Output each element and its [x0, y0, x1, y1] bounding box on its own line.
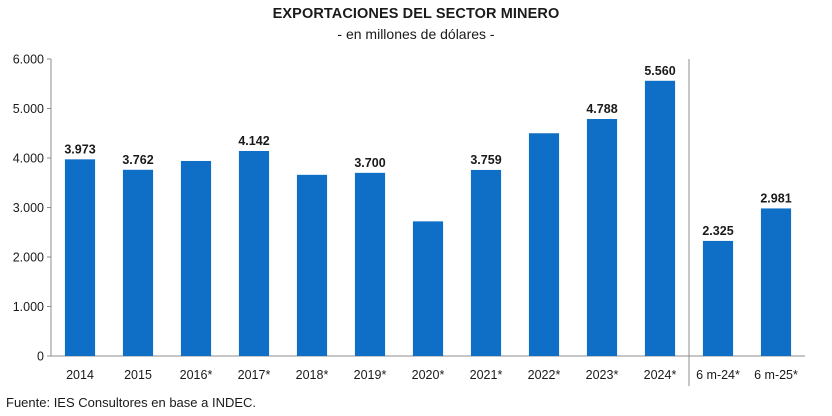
- x-tick-label: 6 m-24*: [696, 368, 740, 382]
- bar: [412, 221, 444, 356]
- bar: [122, 169, 154, 356]
- data-label: 2.325: [702, 224, 733, 238]
- x-tick-label: 2017*: [238, 368, 271, 382]
- bar: [528, 133, 560, 356]
- bar: [354, 172, 386, 356]
- data-label: 3.759: [470, 153, 501, 167]
- chart-subtitle: - en millones de dólares -: [337, 26, 495, 42]
- chart-title: EXPORTACIONES DEL SECTOR MINERO: [272, 6, 560, 22]
- y-tick-label: 5.000: [13, 102, 44, 116]
- data-label: 5.560: [644, 64, 675, 78]
- x-tick-label: 2022*: [528, 368, 561, 382]
- y-tick-label: 1.000: [13, 300, 44, 314]
- x-tick-label: 2019*: [354, 368, 387, 382]
- x-tick-label: 2020*: [412, 368, 445, 382]
- data-label: 3.700: [354, 156, 385, 170]
- bar: [702, 240, 734, 356]
- x-tick-label: 2021*: [470, 368, 503, 382]
- source-note: Fuente: IES Consultores en base a INDEC.: [6, 395, 257, 410]
- x-tick-label: 2015: [124, 368, 152, 382]
- bar: [180, 160, 212, 356]
- bar: [238, 150, 270, 356]
- bar: [586, 118, 618, 356]
- data-label: 4.788: [586, 102, 617, 116]
- y-tick-label: 2.000: [13, 251, 44, 265]
- y-tick-label: 0: [37, 350, 44, 364]
- y-tick-label: 4.000: [13, 152, 44, 166]
- data-label: 4.142: [238, 134, 269, 148]
- data-label: 3.762: [122, 153, 153, 167]
- y-tick-label: 6.000: [13, 53, 44, 67]
- x-tick-label: 2016*: [180, 368, 213, 382]
- bar: [644, 80, 676, 356]
- x-tick-label: 2018*: [296, 368, 329, 382]
- y-tick-label: 3.000: [13, 201, 44, 215]
- bar: [760, 208, 792, 356]
- bar: [64, 159, 96, 356]
- data-label: 3.973: [64, 142, 95, 156]
- bar: [470, 169, 502, 356]
- bar: [296, 174, 328, 356]
- x-tick-label: 6 m-25*: [754, 368, 798, 382]
- x-tick-label: 2024*: [644, 368, 677, 382]
- x-tick-label: 2023*: [586, 368, 619, 382]
- x-tick-label: 2014: [66, 368, 94, 382]
- data-label: 2.981: [760, 191, 791, 205]
